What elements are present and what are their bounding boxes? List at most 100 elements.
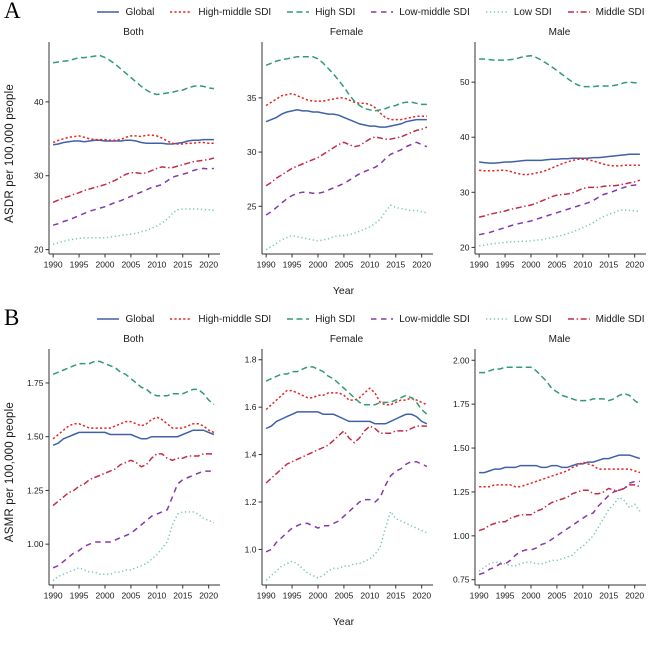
chart-b-male: Male 0.75 1.00 1.25 1.50 1.75 2.00 1990 1995 2000… <box>444 329 649 616</box>
subplot-title: Female <box>330 334 364 345</box>
series-line-high-sdi <box>52 360 215 405</box>
x-tick-label: 2000 <box>309 591 328 601</box>
y-tick-label: 1.50 <box>453 443 470 453</box>
legend-label: Global <box>125 313 155 325</box>
x-tick-label: 1995 <box>496 260 515 270</box>
x-tick-label: 1995 <box>283 591 302 601</box>
x-tick-label: 2005 <box>121 260 140 270</box>
y-tick-label: 1.75 <box>27 378 44 388</box>
legend-item-high-middle-sdi: High-middle SDI <box>169 314 271 325</box>
legend-line-icon-low-middle-sdi <box>371 318 394 320</box>
x-tick-label: 2010 <box>147 260 166 270</box>
series-line-global <box>479 153 640 164</box>
chart-svg: Both 1.00 1.25 1.50 1.75 1990 1995 2000 2005 2010… <box>27 334 220 601</box>
series-line-low-middle-sdi <box>478 480 640 576</box>
series-line-middle-sdi <box>478 179 641 218</box>
x-tick-label: 2015 <box>599 591 618 601</box>
y-axis-label-a: ASDR per 100,000 people <box>4 84 16 223</box>
legend-label: High-middle SDI <box>198 313 272 325</box>
x-tick-label: 1990 <box>470 260 489 270</box>
legend-label: Low-middle SDI <box>399 313 470 325</box>
legend-line-icon-low-sdi <box>485 318 508 320</box>
y-axis-label-strip-b: ASMR per 100,000 people <box>2 329 18 616</box>
panel-a-body: ASDR per 100,000 people Both 20 30 40 1990 19… <box>2 22 669 285</box>
subplot-title: Both <box>123 27 144 38</box>
legend-panel-b: Global High-middle SDI High SDI Low-middle … <box>2 309 669 329</box>
series-line-middle-sdi <box>265 126 428 187</box>
x-tick-label: 2020 <box>625 591 644 601</box>
y-tick-label: 1.4 <box>245 450 257 460</box>
x-axis-label-a: Year <box>332 285 355 297</box>
chart-b-female: Female 1.0 1.2 1.4 1.6 1.8 1990 1995 2000 2005 201… <box>231 329 436 616</box>
legend-line-icon-high-middle-sdi <box>170 11 193 13</box>
x-tick-label: 2010 <box>360 260 379 270</box>
subplot-title: Male <box>549 334 571 345</box>
x-tick-label: 2000 <box>522 591 541 601</box>
series-line-global <box>52 138 214 146</box>
y-axis-label-b: ASMR per 100,000 people <box>4 402 16 543</box>
y-tick-label: 20 <box>34 245 44 255</box>
x-tick-label: 2010 <box>573 260 592 270</box>
legend-label: Middle SDI <box>595 313 645 325</box>
y-tick-label: 1.75 <box>453 399 470 409</box>
x-tick-label: 2020 <box>199 591 218 601</box>
legend-item-high-sdi: High SDI <box>286 314 355 325</box>
legend-line-icon-low-middle-sdi <box>371 11 394 13</box>
subplot-title: Male <box>549 27 571 38</box>
y-tick-label: 20 <box>460 242 470 252</box>
series-line-middle-sdi <box>478 484 641 532</box>
series-line-low-sdi <box>52 208 215 246</box>
panel-a-label: A <box>4 0 21 23</box>
legend-item-high-sdi: High SDI <box>286 7 355 18</box>
y-tick-label: 30 <box>247 147 257 157</box>
x-tick-label: 2005 <box>547 260 566 270</box>
legend-label: High SDI <box>315 6 356 18</box>
panel-b: B Global High-middle SDI High SDI Low-middl… <box>2 305 669 630</box>
chart-svg: Female 25 30 35 1990 1995 2000 2005 2010 2015 2020 <box>247 27 433 270</box>
series-line-high-middle-sdi <box>265 387 428 411</box>
legend-label: Low-middle SDI <box>399 6 470 18</box>
x-tick-label: 2015 <box>173 260 192 270</box>
x-tick-label: 2020 <box>412 260 431 270</box>
legend-item-low-middle-sdi: Low-middle SDI <box>370 7 470 18</box>
x-tick-label: 2015 <box>386 591 405 601</box>
x-tick-label: 1990 <box>257 591 276 601</box>
legend-label: High SDI <box>315 313 356 325</box>
series-line-global <box>265 109 427 128</box>
x-tick-label: 2010 <box>573 591 592 601</box>
series-line-low-sdi <box>478 496 641 572</box>
x-tick-label: 2020 <box>412 591 431 601</box>
x-tick-label: 1995 <box>283 260 302 270</box>
x-tick-label: 2010 <box>360 591 379 601</box>
y-axis-label-strip-a: ASDR per 100,000 people <box>2 22 18 285</box>
series-line-low-sdi <box>265 509 428 581</box>
legend-item-low-middle-sdi: Low-middle SDI <box>370 314 470 325</box>
charts-row-a: Both 20 30 40 1990 1995 2000 2005 2010 2015 2020 Fe… <box>18 22 669 285</box>
y-tick-label: 50 <box>460 77 470 87</box>
x-tick-label: 2005 <box>334 260 353 270</box>
y-tick-label: 2.00 <box>453 355 470 365</box>
chart-a-female: Female 25 30 35 1990 1995 2000 2005 2010 2015 2020 <box>231 22 436 285</box>
series-line-high-middle-sdi <box>265 92 427 121</box>
x-tick-label: 1995 <box>496 591 515 601</box>
y-tick-label: 1.8 <box>245 355 257 365</box>
x-tick-label: 2015 <box>386 260 405 270</box>
series-line-high-middle-sdi <box>479 461 641 488</box>
chart-b-both: Both 1.00 1.25 1.50 1.75 1990 1995 2000 2005 2010… <box>18 329 223 616</box>
panel-b-label: B <box>4 305 20 330</box>
x-tick-label: 2005 <box>121 591 140 601</box>
y-tick-label: 1.25 <box>453 487 470 497</box>
y-tick-label: 35 <box>247 93 257 103</box>
legend-item-low-sdi: Low SDI <box>485 314 552 325</box>
series-line-high-sdi <box>265 366 428 415</box>
y-tick-label: 0.75 <box>453 575 470 585</box>
legend-label: Middle SDI <box>595 6 645 18</box>
y-tick-label: 1.25 <box>27 485 44 495</box>
series-line-high-sdi <box>265 55 427 112</box>
series-line-low-middle-sdi <box>52 167 215 226</box>
legend-label: High-middle SDI <box>198 6 272 18</box>
y-tick-label: 1.50 <box>27 432 44 442</box>
y-tick-label: 25 <box>247 201 257 211</box>
x-tick-label: 1990 <box>44 591 63 601</box>
legend-line-icon-global <box>97 318 120 320</box>
